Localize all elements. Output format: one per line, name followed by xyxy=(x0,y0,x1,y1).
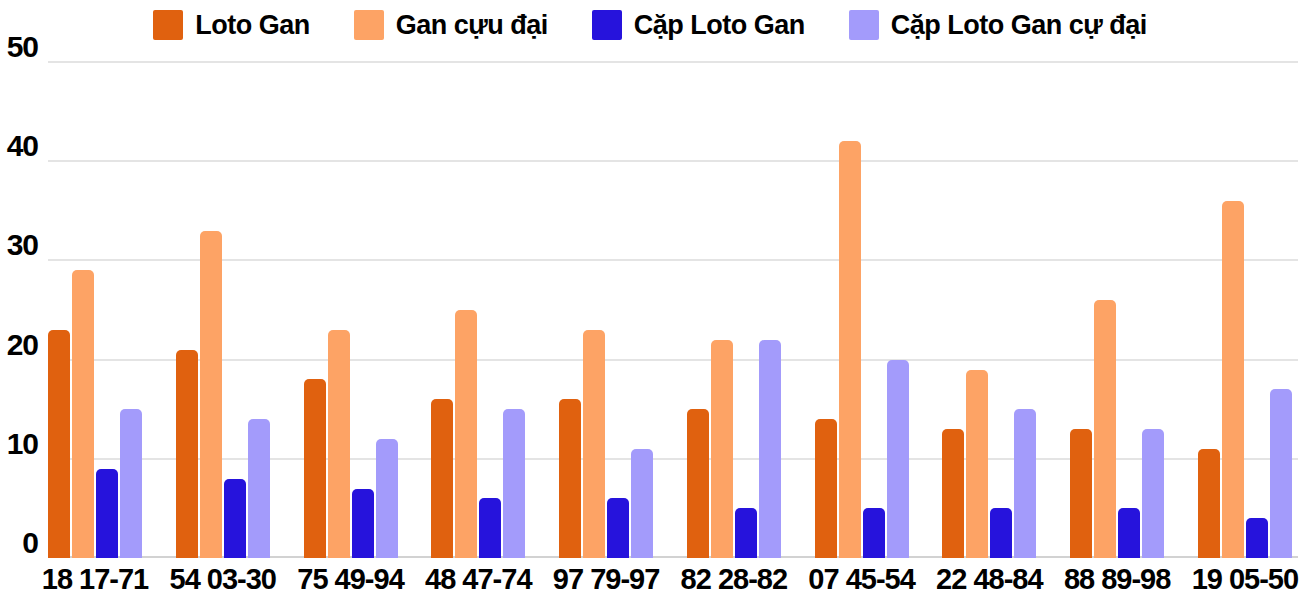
x-axis: 18 17-71 54 03-30 75 49-94 48 47-74 97 79-97… xyxy=(48,564,1292,594)
bar-group-48-47-74 xyxy=(431,62,525,558)
bar-cap-loto-gan-cu-ai-07-45-54[interactable] xyxy=(887,360,909,558)
legend-swatch-cap-loto-gan-cu-ai xyxy=(849,10,879,40)
legend: Loto Gan Gan cựu đại Cặp Loto Gan Cặp Loto … xyxy=(0,6,1300,44)
bar-loto-gan-18-17-71[interactable] xyxy=(48,330,70,558)
bar-loto-gan-82-28-82[interactable] xyxy=(687,409,709,558)
bar-cap-loto-gan-cu-ai-19-05-50[interactable] xyxy=(1270,389,1292,558)
bar-group-97-79-97 xyxy=(559,62,653,558)
y-tick-label-20: 20 xyxy=(0,330,38,360)
bar-cap-loto-gan-88-89-98[interactable] xyxy=(1118,508,1140,558)
legend-label: Cặp Loto Gan cự đại xyxy=(891,12,1147,39)
bar-cap-loto-gan-cu-ai-22-48-84[interactable] xyxy=(1014,409,1036,558)
y-tick-label-30: 30 xyxy=(0,230,38,260)
x-tick-cell: 19 05-50 xyxy=(1198,564,1292,594)
bar-loto-gan-54-03-30[interactable] xyxy=(176,350,198,558)
bar-group-19-05-50 xyxy=(1198,62,1292,558)
x-tick-label-75-49-94: 75 49-94 xyxy=(297,564,404,594)
bar-gan-cuu-ai-97-79-97[interactable] xyxy=(583,330,605,558)
bar-cap-loto-gan-07-45-54[interactable] xyxy=(863,508,885,558)
y-tick-label-0: 0 xyxy=(0,528,38,558)
legend-item-loto-gan[interactable]: Loto Gan xyxy=(153,10,309,40)
bar-cap-loto-gan-97-79-97[interactable] xyxy=(607,498,629,558)
legend-label: Cặp Loto Gan xyxy=(634,12,805,39)
x-tick-label-97-79-97: 97 79-97 xyxy=(553,564,660,594)
x-tick-cell: 97 79-97 xyxy=(559,564,653,594)
bar-cap-loto-gan-48-47-74[interactable] xyxy=(479,498,501,558)
legend-item-cap-loto-gan[interactable]: Cặp Loto Gan xyxy=(592,10,805,40)
bar-loto-gan-97-79-97[interactable] xyxy=(559,399,581,558)
y-tick-label-40: 40 xyxy=(0,131,38,161)
bar-group-75-49-94 xyxy=(304,62,398,558)
x-tick-label-07-45-54: 07 45-54 xyxy=(808,564,915,594)
bar-cap-loto-gan-82-28-82[interactable] xyxy=(735,508,757,558)
bar-cap-loto-gan-18-17-71[interactable] xyxy=(96,469,118,558)
x-tick-cell: 88 89-98 xyxy=(1070,564,1164,594)
y-axis: 01020304050 xyxy=(0,62,38,558)
bar-cap-loto-gan-cu-ai-75-49-94[interactable] xyxy=(376,439,398,558)
x-tick-cell: 54 03-30 xyxy=(176,564,270,594)
y-tick-label-10: 10 xyxy=(0,429,38,459)
bar-gan-cuu-ai-18-17-71[interactable] xyxy=(72,270,94,558)
bar-gan-cuu-ai-19-05-50[interactable] xyxy=(1222,201,1244,558)
bar-group-82-28-82 xyxy=(687,62,781,558)
bar-cap-loto-gan-cu-ai-82-28-82[interactable] xyxy=(759,340,781,558)
x-tick-label-48-47-74: 48 47-74 xyxy=(425,564,532,594)
bar-cap-loto-gan-cu-ai-18-17-71[interactable] xyxy=(120,409,142,558)
bar-group-18-17-71 xyxy=(48,62,142,558)
bar-loto-gan-22-48-84[interactable] xyxy=(942,429,964,558)
bar-cap-loto-gan-19-05-50[interactable] xyxy=(1246,518,1268,558)
bar-loto-gan-88-89-98[interactable] xyxy=(1070,429,1092,558)
bar-loto-gan-75-49-94[interactable] xyxy=(304,379,326,558)
legend-label: Gan cựu đại xyxy=(396,12,548,39)
legend-label: Loto Gan xyxy=(195,12,309,39)
bar-cap-loto-gan-75-49-94[interactable] xyxy=(352,489,374,558)
bar-gan-cuu-ai-48-47-74[interactable] xyxy=(455,310,477,558)
bar-loto-gan-48-47-74[interactable] xyxy=(431,399,453,558)
legend-swatch-gan-cuu-ai xyxy=(354,10,384,40)
plot-area xyxy=(48,62,1298,558)
legend-item-gan-cuu-ai[interactable]: Gan cựu đại xyxy=(354,10,548,40)
x-tick-label-19-05-50: 19 05-50 xyxy=(1192,564,1299,594)
bar-group-88-89-98 xyxy=(1070,62,1164,558)
bar-loto-gan-07-45-54[interactable] xyxy=(815,419,837,558)
bar-gan-cuu-ai-82-28-82[interactable] xyxy=(711,340,733,558)
x-tick-cell: 48 47-74 xyxy=(431,564,525,594)
bar-cap-loto-gan-cu-ai-97-79-97[interactable] xyxy=(631,449,653,558)
bar-group-54-03-30 xyxy=(176,62,270,558)
x-tick-label-54-03-30: 54 03-30 xyxy=(170,564,277,594)
x-tick-label-82-28-82: 82 28-82 xyxy=(681,564,788,594)
x-tick-cell: 22 48-84 xyxy=(942,564,1036,594)
x-tick-cell: 07 45-54 xyxy=(815,564,909,594)
x-tick-label-22-48-84: 22 48-84 xyxy=(936,564,1043,594)
bar-group-07-45-54 xyxy=(815,62,909,558)
legend-swatch-loto-gan xyxy=(153,10,183,40)
y-tick-label-50: 50 xyxy=(0,32,38,62)
bar-gan-cuu-ai-88-89-98[interactable] xyxy=(1094,300,1116,558)
bar-cap-loto-gan-cu-ai-88-89-98[interactable] xyxy=(1142,429,1164,558)
bar-gan-cuu-ai-75-49-94[interactable] xyxy=(328,330,350,558)
bar-groups xyxy=(48,62,1292,558)
legend-swatch-cap-loto-gan xyxy=(592,10,622,40)
bar-cap-loto-gan-22-48-84[interactable] xyxy=(990,508,1012,558)
bar-chart: Loto Gan Gan cựu đại Cặp Loto Gan Cặp Loto … xyxy=(0,0,1300,600)
bar-gan-cuu-ai-54-03-30[interactable] xyxy=(200,231,222,558)
bar-cap-loto-gan-cu-ai-48-47-74[interactable] xyxy=(503,409,525,558)
bar-loto-gan-19-05-50[interactable] xyxy=(1198,449,1220,558)
bar-cap-loto-gan-cu-ai-54-03-30[interactable] xyxy=(248,419,270,558)
bar-group-22-48-84 xyxy=(942,62,1036,558)
x-tick-label-18-17-71: 18 17-71 xyxy=(42,564,149,594)
bar-gan-cuu-ai-22-48-84[interactable] xyxy=(966,370,988,558)
x-tick-cell: 75 49-94 xyxy=(304,564,398,594)
x-tick-cell: 18 17-71 xyxy=(48,564,142,594)
legend-item-cap-loto-gan-cu-ai[interactable]: Cặp Loto Gan cự đại xyxy=(849,10,1147,40)
bar-cap-loto-gan-54-03-30[interactable] xyxy=(224,479,246,558)
bar-gan-cuu-ai-07-45-54[interactable] xyxy=(839,141,861,558)
x-tick-cell: 82 28-82 xyxy=(687,564,781,594)
x-tick-label-88-89-98: 88 89-98 xyxy=(1064,564,1171,594)
